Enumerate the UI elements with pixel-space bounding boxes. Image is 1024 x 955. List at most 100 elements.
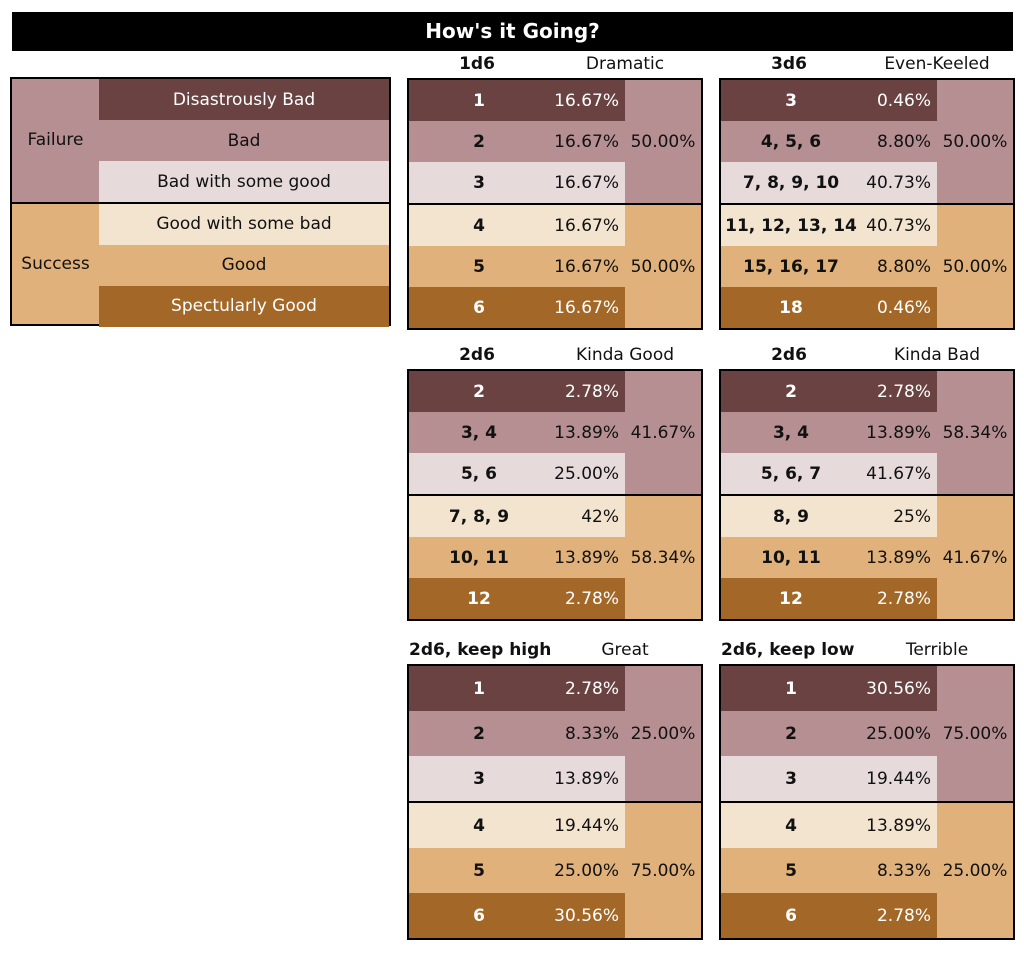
roll-cell: 1 (409, 666, 549, 711)
dice-label: 2d6, keep high (409, 640, 552, 660)
roll-cell: 2 (409, 121, 549, 162)
percent-cell: 25.00% (549, 453, 625, 494)
failure-total: 25.00% (625, 666, 701, 801)
table-body: 50.00% 50.00% 3 0.46% 4, 5, 6 8.80% 7, 8, 9, 1… (719, 78, 1015, 330)
success-total: 25.00% (937, 803, 1013, 938)
roll-cell: 7, 8, 9, 10 (721, 162, 861, 203)
legend-level-good-with-some-bad: Good with some bad (99, 203, 389, 245)
dice-label: 3d6 (771, 54, 807, 74)
mood-label: Terrible (905, 640, 969, 660)
percent-cell: 0.46% (861, 287, 937, 328)
percent-cell: 19.44% (549, 803, 625, 848)
percent-cell: 16.67% (549, 80, 625, 121)
percent-cell: 2.78% (549, 578, 625, 619)
table-body: 25.00% 75.00% 1 2.78% 2 8.33% 3 13.89% 4 19.44% 5 2… (407, 664, 703, 940)
roll-cell: 4 (409, 803, 549, 848)
percent-cell: 13.89% (861, 803, 937, 848)
percent-cell: 2.78% (861, 893, 937, 938)
failure-total: 50.00% (625, 80, 701, 203)
page-title: How's it Going? (12, 12, 1013, 51)
percent-cell: 8.80% (861, 246, 937, 287)
failure-success-divider (409, 801, 701, 803)
table-header: 1d6 Dramatic (407, 54, 703, 78)
legend-failure-label: Failure (12, 79, 99, 202)
failure-total: 41.67% (625, 371, 701, 494)
roll-cell: 6 (721, 893, 861, 938)
mood-label: Kinda Good (575, 345, 675, 365)
roll-cell: 5 (409, 848, 549, 893)
percent-cell: 2.78% (549, 666, 625, 711)
roll-cell: 2 (409, 371, 549, 412)
roll-cell: 2 (721, 371, 861, 412)
legend-level-bad: Bad (99, 120, 389, 161)
percent-cell: 2.78% (549, 371, 625, 412)
dice-label: 2d6 (459, 345, 495, 365)
percent-cell: 2.78% (861, 578, 937, 619)
legend-failure-group: Failure Disastrously Bad Bad Bad with so… (12, 79, 389, 202)
percent-cell: 30.56% (861, 666, 937, 711)
percent-cell: 40.73% (861, 205, 937, 246)
dice-label: 2d6, keep low (721, 640, 855, 660)
mood-label: Dramatic (585, 54, 665, 74)
table-body: 58.34% 41.67% 2 2.78% 3, 4 13.89% 5, 6, 7 41.67… (719, 369, 1015, 621)
percent-cell: 2.78% (861, 371, 937, 412)
table-body: 75.00% 25.00% 1 30.56% 2 25.00% 3 19.44% 4 13.89%… (719, 664, 1015, 940)
table-body: 41.67% 58.34% 2 2.78% 3, 4 13.89% 5, 6 25.00% 7,… (407, 369, 703, 621)
percent-cell: 41.67% (861, 453, 937, 494)
mood-label: Great (601, 640, 649, 660)
success-total: 75.00% (625, 803, 701, 938)
percent-cell: 16.67% (549, 205, 625, 246)
roll-cell: 3 (721, 756, 861, 801)
roll-cell: 12 (409, 578, 549, 619)
percent-cell: 25.00% (861, 711, 937, 756)
roll-cell: 4 (721, 803, 861, 848)
failure-success-divider (721, 494, 1013, 496)
roll-cell: 11, 12, 13, 14 (721, 205, 861, 246)
roll-cell: 3, 4 (721, 412, 861, 453)
percent-cell: 42% (549, 496, 625, 537)
percent-cell: 13.89% (861, 537, 937, 578)
roll-cell: 15, 16, 17 (721, 246, 861, 287)
legend-level-bad-with-some-good: Bad with some good (99, 161, 389, 202)
outcome-legend: Failure Disastrously Bad Bad Bad with so… (10, 77, 391, 327)
failure-total: 75.00% (937, 666, 1013, 801)
failure-success-divider (409, 494, 701, 496)
success-total: 41.67% (937, 496, 1013, 619)
success-total: 50.00% (937, 205, 1013, 328)
percent-cell: 8.33% (861, 848, 937, 893)
roll-cell: 5 (721, 848, 861, 893)
table-header: 2d6 Kinda Good (407, 345, 703, 369)
success-total: 58.34% (625, 496, 701, 619)
roll-cell: 10, 11 (721, 537, 861, 578)
roll-cell: 8, 9 (721, 496, 861, 537)
percent-cell: 16.67% (549, 162, 625, 203)
roll-cell: 5 (409, 246, 549, 287)
percent-cell: 13.89% (861, 412, 937, 453)
roll-cell: 2 (409, 711, 549, 756)
failure-success-divider (409, 203, 701, 205)
percent-cell: 19.44% (861, 756, 937, 801)
roll-cell: 7, 8, 9 (409, 496, 549, 537)
table-header: 2d6 Kinda Bad (719, 345, 1015, 369)
percent-cell: 13.89% (549, 412, 625, 453)
percent-cell: 13.89% (549, 537, 625, 578)
roll-cell: 2 (721, 711, 861, 756)
percent-cell: 0.46% (861, 80, 937, 121)
roll-cell: 4 (409, 205, 549, 246)
failure-success-divider (721, 203, 1013, 205)
percent-cell: 25% (861, 496, 937, 537)
roll-cell: 1 (409, 80, 549, 121)
roll-cell: 4, 5, 6 (721, 121, 861, 162)
table-body: 50.00% 50.00% 1 16.67% 2 16.67% 3 16.67% 4 16.67%… (407, 78, 703, 330)
success-total: 50.00% (625, 205, 701, 328)
roll-cell: 3 (721, 80, 861, 121)
percent-cell: 16.67% (549, 121, 625, 162)
failure-total: 50.00% (937, 80, 1013, 203)
roll-cell: 6 (409, 287, 549, 328)
failure-total: 58.34% (937, 371, 1013, 494)
table-header: 3d6 Even-Keeled (719, 54, 1015, 78)
percent-cell: 8.33% (549, 711, 625, 756)
percent-cell: 13.89% (549, 756, 625, 801)
percent-cell: 40.73% (861, 162, 937, 203)
roll-cell: 5, 6 (409, 453, 549, 494)
